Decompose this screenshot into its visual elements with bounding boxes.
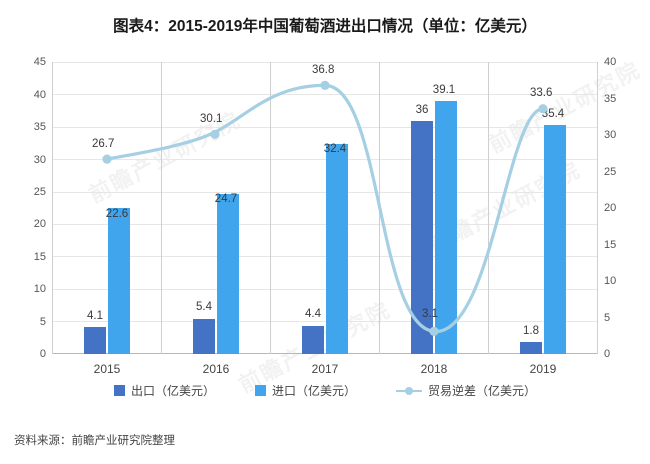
legend-swatch-icon <box>254 385 266 396</box>
bar-export-2016 <box>193 319 215 354</box>
y-tick-right: 0 <box>604 348 611 360</box>
y-tick-right: 10 <box>604 275 617 287</box>
bar-value-export-2016: 5.4 <box>196 301 212 313</box>
gridline <box>52 94 598 96</box>
bar-export-2019 <box>520 342 542 354</box>
y-tick-right: 15 <box>604 238 617 251</box>
bar-import-2018 <box>435 100 457 354</box>
y-tick-right: 35 <box>604 92 617 105</box>
deficit-value-2016: 30.1 <box>200 113 223 125</box>
y-axis-right: 0 5 10 15 20 25 30 35 40 <box>600 57 640 360</box>
gridline <box>52 62 598 63</box>
y-tick-right: 30 <box>604 129 617 141</box>
legend-swatch-icon <box>113 385 125 396</box>
deficit-line-layer <box>102 80 548 336</box>
y-tick-left: 20 <box>33 218 46 231</box>
bar-import-2016 <box>217 193 239 354</box>
axis-divider <box>597 62 598 354</box>
axis-divider <box>161 62 162 354</box>
y-tick-left: 30 <box>33 153 46 166</box>
bar-value-export-2015: 4.1 <box>87 310 103 322</box>
source-note: 资料来源：前瞻产业研究院整理 <box>14 435 175 447</box>
deficit-value-2019: 33.6 <box>530 87 553 99</box>
gridline <box>52 256 598 258</box>
bar-export-2018 <box>411 120 433 354</box>
deficit-value-2015: 26.7 <box>92 138 115 150</box>
axis-divider <box>270 62 271 354</box>
deficit-point-2017 <box>320 80 330 90</box>
y-tick-left: 45 <box>33 56 46 69</box>
bar-value-import-2019: 35.4 <box>541 108 565 120</box>
deficit-point-2015 <box>102 154 112 164</box>
plot-area: 4.1 22.6 5.4 24.7 4.4 32.4 36 39.1 1.8 3… <box>52 62 598 376</box>
y-axis-left: 0 5 10 15 20 25 30 35 40 45 <box>10 57 50 360</box>
legend-item-import[interactable]: 进口（亿美元） <box>254 382 356 399</box>
x-tick-2015: 2015 <box>93 362 121 376</box>
bar-import-2017 <box>326 144 348 354</box>
legend-item-export[interactable]: 出口（亿美元） <box>113 382 215 399</box>
deficit-line-path <box>105 83 545 334</box>
y-tick-left: 5 <box>39 315 46 328</box>
bar-value-import-2015: 22.6 <box>105 208 129 220</box>
legend-label-deficit: 贸易逆差（亿美元） <box>428 384 537 398</box>
y-tick-right: 5 <box>604 311 611 324</box>
gridline <box>52 224 598 225</box>
x-tick-2016: 2016 <box>202 362 230 376</box>
gridline <box>52 191 598 193</box>
y-tick-left: 25 <box>33 186 46 198</box>
legend-item-deficit[interactable]: 贸易逆差（亿美元） <box>396 382 536 399</box>
bar-value-import-2017: 32.4 <box>323 143 347 155</box>
bar-value-import-2018: 39.1 <box>432 84 456 96</box>
y-tick-left: 10 <box>33 283 46 296</box>
deficit-value-2017: 36.8 <box>312 64 335 76</box>
y-tick-right: 25 <box>604 165 617 178</box>
legend-label-export: 出口（亿美元） <box>130 384 215 398</box>
y-tick-right: 40 <box>604 56 617 69</box>
gridline <box>52 321 598 323</box>
x-axis-line <box>52 353 598 354</box>
y-tick-left: 15 <box>33 250 46 263</box>
bar-value-import-2016: 24.7 <box>214 193 238 205</box>
chart-title: 图表4：2015-2019年中国葡萄酒进出口情况（单位：亿美元） <box>113 18 537 35</box>
x-tick-2018: 2018 <box>420 362 448 376</box>
deficit-point-2016 <box>210 129 220 139</box>
chart-legend: 出口（亿美元） 进口（亿美元） 贸易逆差（亿美元） <box>0 382 650 399</box>
y-tick-left: 35 <box>33 121 46 134</box>
gridline <box>52 126 598 128</box>
deficit-value-2018: 3.1 <box>422 308 438 320</box>
y-tick-right: 20 <box>604 202 617 214</box>
legend-line-icon <box>396 385 422 396</box>
bar-import-2015 <box>108 207 130 354</box>
deficit-point-2018 <box>429 326 439 336</box>
y-tick-left: 0 <box>39 348 46 360</box>
bar-export-2015 <box>84 327 106 354</box>
gridline <box>52 288 598 290</box>
bar-value-export-2018: 36 <box>415 104 429 116</box>
bar-export-2017 <box>302 325 324 354</box>
legend-label-import: 进口（亿美元） <box>271 384 356 398</box>
bar-value-export-2017: 4.4 <box>305 308 321 320</box>
axis-divider <box>52 62 53 354</box>
x-tick-2019: 2019 <box>529 362 557 376</box>
x-tick-2017: 2017 <box>311 362 339 376</box>
gridline <box>52 159 598 161</box>
axis-divider <box>488 62 489 354</box>
y-tick-left: 40 <box>33 88 46 101</box>
bar-value-export-2019: 1.8 <box>523 325 539 337</box>
bar-import-2019 <box>544 124 566 354</box>
deficit-point-2019 <box>538 104 548 114</box>
